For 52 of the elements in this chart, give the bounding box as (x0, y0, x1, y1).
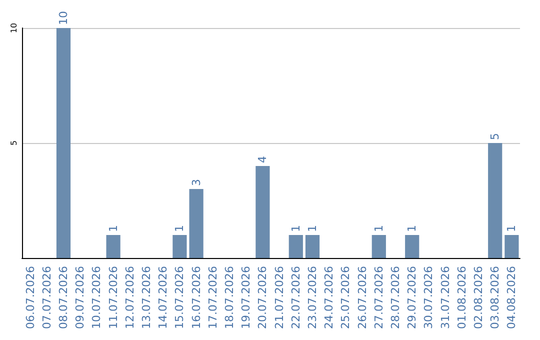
x-tick-label: 19.07.2026 (240, 266, 253, 330)
data-label: 1 (306, 225, 319, 232)
x-tick-label: 25.07.2026 (339, 266, 352, 330)
bar (405, 235, 420, 258)
data-label: 1 (505, 225, 518, 232)
x-tick-label: 26.07.2026 (356, 266, 369, 330)
x-tick-label: 21.07.2026 (272, 266, 286, 330)
data-label: 10 (57, 11, 70, 25)
bar (488, 143, 502, 258)
bar (288, 235, 303, 258)
data-label: 1 (106, 225, 120, 232)
bar (256, 166, 270, 258)
bar (106, 235, 120, 258)
x-tick-label: 24.07.2026 (322, 266, 336, 330)
data-label: 1 (372, 225, 386, 232)
x-tick-label: 01.08.2026 (455, 266, 468, 330)
x-tick-label: 11.07.2026 (106, 266, 120, 330)
x-tick-label: 12.07.2026 (123, 266, 136, 330)
data-label: 1 (173, 225, 186, 232)
x-tick-label: 29.07.2026 (406, 266, 419, 330)
data-label: 1 (289, 225, 302, 232)
x-tick-label: 14.07.2026 (156, 266, 170, 330)
x-tick-label: 03.08.2026 (488, 266, 502, 330)
x-tick-label: 30.07.2026 (422, 266, 436, 330)
x-tick-label: 04.08.2026 (505, 266, 518, 330)
x-tick-label: 23.07.2026 (306, 266, 319, 330)
x-tick-label: 20.07.2026 (256, 266, 270, 330)
data-label: 3 (190, 179, 203, 186)
x-tick-label: 27.07.2026 (372, 266, 386, 330)
x-tick-label: 06.07.2026 (24, 266, 37, 330)
bar (189, 189, 204, 258)
x-tick-label: 18.07.2026 (223, 266, 236, 330)
x-tick-label: 10.07.2026 (90, 266, 104, 330)
x-tick-label: 02.08.2026 (472, 266, 485, 330)
x-tick-label: 13.07.2026 (140, 266, 153, 330)
x-tick-label: 08.07.2026 (57, 266, 70, 330)
x-tick-label: 22.07.2026 (289, 266, 302, 330)
x-tick-label: 31.07.2026 (438, 266, 452, 330)
x-tick-label: 17.07.2026 (206, 266, 220, 330)
data-label: 4 (256, 156, 270, 164)
data-label: 5 (488, 133, 502, 140)
x-tick-label: 16.07.2026 (190, 266, 203, 330)
x-tick-label: 09.07.2026 (74, 266, 87, 330)
bar (172, 235, 187, 258)
bar (56, 28, 71, 258)
x-tick-label: 07.07.2026 (40, 266, 54, 330)
data-label: 1 (406, 225, 419, 232)
bar (305, 235, 320, 258)
bar (372, 235, 386, 258)
x-tick-label: 15.07.2026 (173, 266, 186, 330)
x-tick-label: 28.07.2026 (389, 266, 402, 330)
bar (504, 235, 519, 258)
